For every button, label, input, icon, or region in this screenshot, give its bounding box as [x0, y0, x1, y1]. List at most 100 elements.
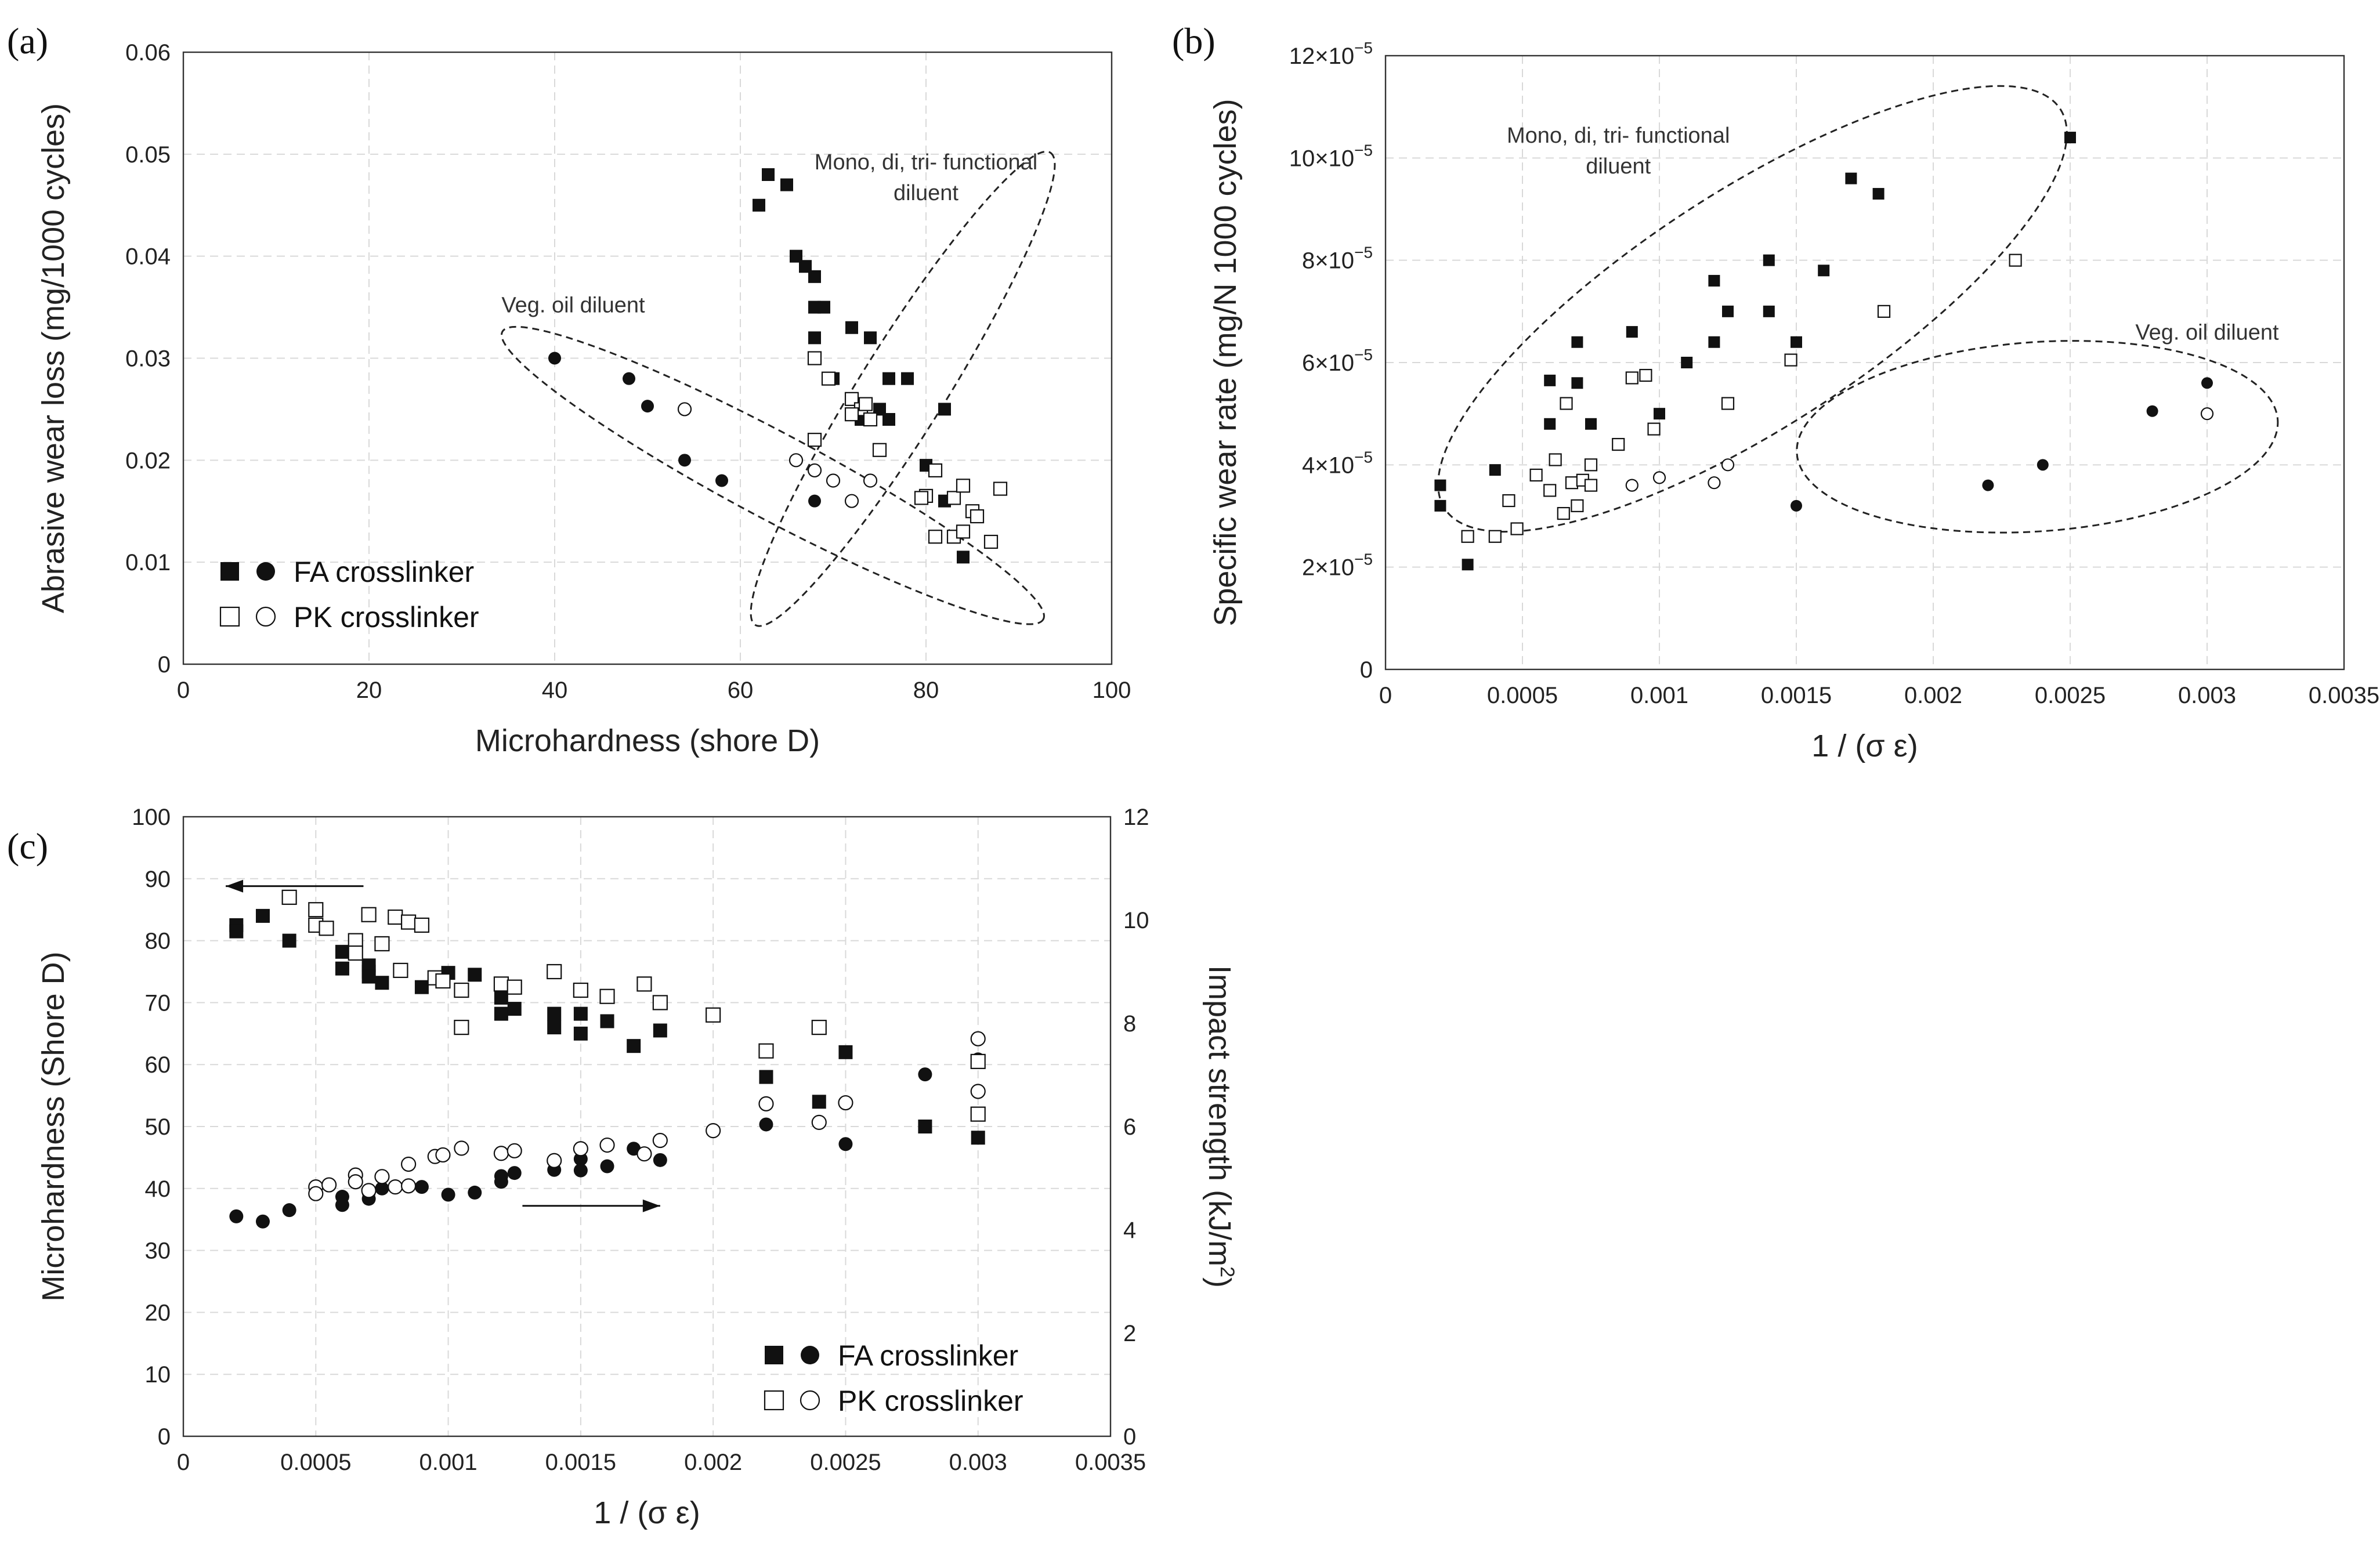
data-point — [335, 961, 349, 976]
data-point — [807, 351, 822, 365]
chart-a-svg: (a) 0 20 40 60 80 100 0 0.01 0.02 0.03 0.04 0.05 0.0… — [7, 20, 1131, 758]
legend-marker — [800, 1390, 820, 1411]
data-point — [818, 300, 830, 314]
data-point — [1982, 479, 1994, 491]
data-point — [1488, 530, 1502, 543]
plot-frame — [182, 51, 1113, 665]
data-point — [547, 1153, 562, 1168]
data-point — [1722, 305, 1734, 317]
chart-c-svg: (c) 0 0.0005 0.001 0.0015 0.002 0.0025 0.003 0.… — [7, 805, 1238, 1530]
annotation-label: Mono, di, tri- functional — [1507, 124, 1730, 148]
data-point — [454, 1140, 469, 1156]
x-tick-label: 0.0015 — [1761, 683, 1832, 708]
y2-tick-label: 4 — [1123, 1218, 1136, 1243]
x-tick-label: 0.0005 — [1487, 683, 1558, 708]
data-point — [811, 1114, 827, 1130]
data-point — [547, 1006, 562, 1021]
legend-label: FA crosslinker — [838, 1339, 1018, 1372]
region-ellipse — [1796, 340, 2279, 534]
data-point — [1639, 368, 1652, 382]
x-tick-label: 0 — [177, 678, 190, 703]
legend-marker — [255, 606, 276, 627]
data-point — [938, 403, 951, 416]
data-point — [864, 331, 877, 345]
data-point — [928, 530, 943, 544]
data-point — [1461, 530, 1474, 543]
data-point — [374, 1169, 390, 1185]
annotations: Mono, di, tri- functional diluent Veg. oil… — [1507, 124, 2279, 345]
y2-axis-label-end: ) — [1202, 1277, 1237, 1288]
region-ellipse — [501, 325, 1045, 625]
annotations: Mono, di, tri- functional diluent Veg. oil… — [501, 150, 1037, 317]
data-point — [414, 1180, 429, 1194]
data-point — [957, 550, 970, 564]
data-point — [1721, 397, 1735, 410]
data-point — [918, 1120, 932, 1133]
y-tick-label: 10×10−5 — [1289, 141, 1373, 171]
y-tick-label: 40 — [145, 1176, 171, 1202]
data-point — [1529, 468, 1543, 482]
data-point — [400, 914, 417, 930]
y2-axis-label-superscript: 2 — [1216, 1266, 1238, 1277]
data-point — [844, 494, 859, 508]
y2-axis-label-main: Impact strength (kJ/m — [1202, 965, 1237, 1266]
data-point — [1571, 377, 1583, 389]
data-point — [547, 964, 562, 980]
annotation-label: Veg. oil diluent — [501, 293, 645, 317]
data-point — [1647, 422, 1661, 436]
data-point — [914, 491, 929, 505]
chart-b-svg: (b) 0 0.0005 0.001 0.0015 0.002 0.0025 0.003 0.… — [1172, 20, 2379, 763]
data-point — [970, 1031, 986, 1046]
data-point — [1502, 494, 1515, 508]
y-tick-label: 90 — [145, 867, 171, 892]
legend: FA crosslinker PK crosslinker — [764, 1339, 1023, 1417]
data-point — [1565, 476, 1579, 490]
y2-tick-label: 12 — [1123, 805, 1149, 830]
x-tick-labels: 0 20 40 60 80 100 — [177, 678, 1131, 703]
data-point — [1510, 522, 1524, 535]
data-point — [1872, 188, 1885, 200]
data-point — [993, 481, 1008, 496]
data-point — [1791, 499, 1802, 512]
legend-label: FA crosslinker — [294, 556, 474, 588]
data-point — [388, 1179, 403, 1195]
data-point — [393, 962, 408, 978]
data-point — [468, 1185, 482, 1200]
data-point — [759, 1117, 773, 1132]
data-point — [573, 1026, 588, 1041]
data-point — [600, 1014, 614, 1028]
data-point — [507, 1143, 522, 1158]
data-point — [636, 1146, 652, 1162]
data-point — [780, 178, 793, 191]
data-point — [435, 1147, 451, 1163]
data-point — [1560, 397, 1573, 410]
x-tick-label: 0.002 — [1904, 683, 1962, 708]
x-tick-label: 0.002 — [684, 1450, 742, 1475]
y-tick-exponent: −5 — [1354, 550, 1373, 568]
data-point — [1625, 479, 1638, 492]
data-point — [1544, 418, 1556, 430]
data-point — [641, 400, 654, 413]
x-tick-label: 100 — [1093, 678, 1131, 703]
axis-arrows — [226, 879, 660, 1212]
y-tick-labels: 0 10 20 30 40 50 60 70 80 90 100 — [132, 805, 171, 1450]
x-tick-label: 0.003 — [949, 1450, 1007, 1475]
data-point — [1544, 374, 1556, 386]
data-point — [1557, 506, 1570, 520]
legend-marker — [256, 562, 275, 581]
arrow-head — [642, 1199, 660, 1212]
data-point — [308, 902, 324, 918]
y-tick-label: 6×10−5 — [1302, 346, 1373, 376]
data-point — [838, 1095, 853, 1111]
data-point — [901, 372, 914, 385]
data-point — [956, 479, 971, 493]
data-point — [468, 968, 482, 982]
legend-marker — [801, 1346, 819, 1364]
data-point — [1763, 254, 1775, 266]
y-tick-label: 100 — [132, 805, 171, 830]
legend-label: PK crosslinker — [838, 1385, 1023, 1417]
x-tick-label: 0.0005 — [280, 1450, 351, 1475]
x-tick-label: 60 — [728, 678, 754, 703]
data-point — [282, 933, 296, 948]
y-tick-label: 70 — [145, 990, 171, 1016]
